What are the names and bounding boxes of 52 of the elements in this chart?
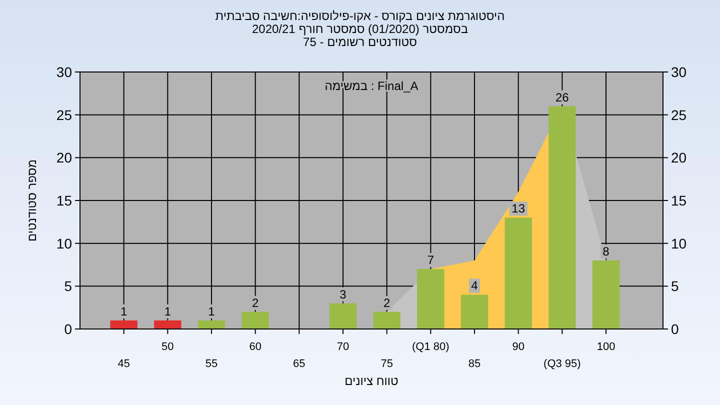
chart-title: היסטוגרמת ציונים בקורס - אקו-פילוסופיה:חשיבה סביבתית [215, 9, 505, 23]
x-tick-label: 60 [249, 341, 262, 353]
data-label: 1 [164, 304, 172, 318]
x-axis-title: טווח ציונים [344, 374, 399, 388]
x-tick-label: 65 [293, 358, 306, 370]
x-tick-label: 50 [162, 341, 174, 353]
y-tick-label: 0 [64, 321, 72, 337]
bar [242, 312, 269, 329]
x-tick-label: 55 [205, 358, 218, 370]
x-tick-label: 100 [596, 341, 616, 353]
data-label: 2 [384, 296, 390, 310]
data-label: 2 [252, 296, 259, 310]
y-tick-label: 15 [56, 192, 72, 208]
y2-tick-label: 25 [671, 106, 687, 123]
x-tick-label: 70 [336, 341, 350, 353]
y2-tick-label: 15 [671, 192, 687, 208]
bar [329, 303, 357, 329]
data-label: 1 [120, 304, 128, 318]
y2-tick-label: 5 [671, 278, 679, 294]
y-tick-label: 10 [56, 235, 72, 252]
y-tick-label: 20 [56, 150, 72, 166]
data-label: 26 [556, 90, 570, 104]
x-tick-label: 90 [512, 341, 524, 353]
data-label: 4 [471, 278, 478, 293]
y-tick-label: 25 [56, 106, 72, 123]
x-tick-label: 75 [380, 358, 393, 370]
x-tick-label: (Q1 80) [412, 341, 450, 353]
y2-tick-label: 0 [671, 321, 679, 337]
bar [417, 269, 444, 329]
bar [548, 106, 576, 329]
bar [154, 320, 182, 329]
x-tick-label: 45 [118, 358, 130, 370]
bar [198, 320, 226, 329]
y-tick-label: 30 [56, 64, 72, 80]
bar [373, 312, 400, 329]
y2-tick-label: 30 [671, 64, 687, 80]
bar [110, 320, 138, 329]
y2-tick-label: 10 [671, 235, 687, 252]
data-label: 7 [427, 253, 434, 268]
data-label: 8 [602, 244, 610, 258]
bar [460, 294, 488, 329]
chart-subtitle: בסמסטר (01/2020) סמסטר חורף 2020/21 סטודנטים רשומים - 75 [252, 22, 468, 49]
x-tick-label: (Q3 95) [544, 358, 581, 370]
bar [504, 218, 532, 329]
y2-tick-label: 20 [671, 150, 687, 166]
data-label: 13 [512, 202, 526, 216]
x-tick-label: 85 [468, 358, 481, 370]
data-label: 3 [340, 287, 347, 302]
y-axis-title: מספר סטודנטים [25, 159, 39, 242]
data-label: 1 [208, 304, 216, 318]
y-tick-label: 5 [64, 278, 72, 294]
bar [592, 260, 620, 329]
